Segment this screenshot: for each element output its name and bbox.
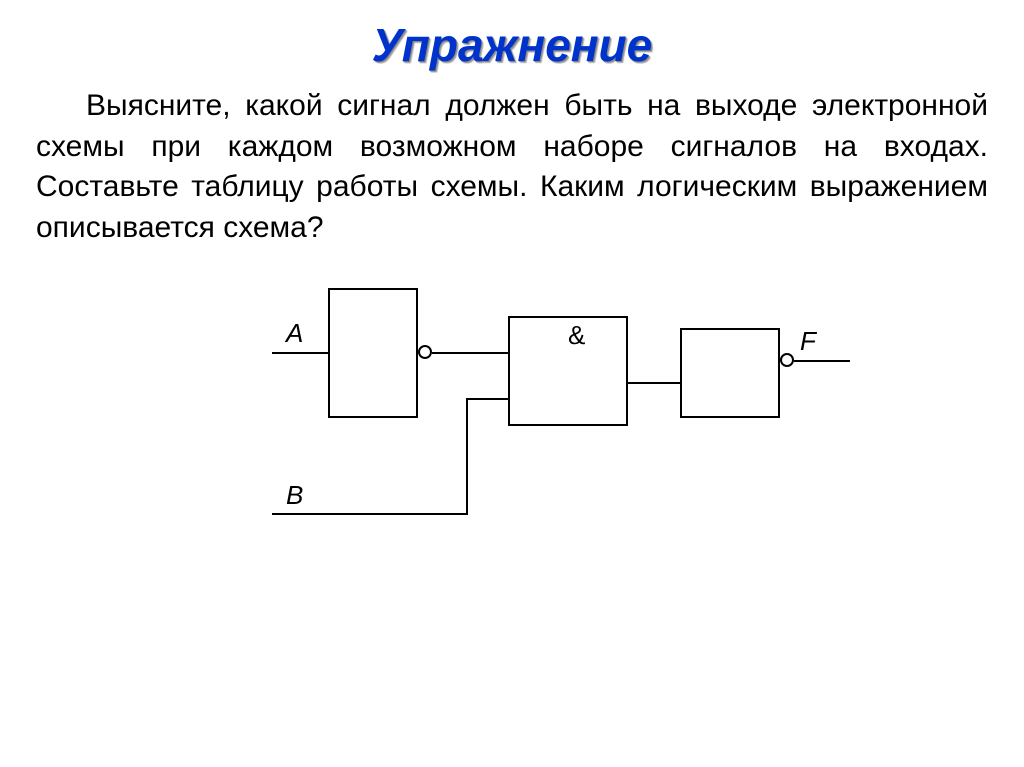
logic-circuit-diagram: A B F & <box>0 248 1024 578</box>
gate-not-1 <box>328 288 418 418</box>
label-input-b: B <box>286 480 303 511</box>
label-input-a: A <box>286 318 303 349</box>
wire-b-vertical <box>466 398 468 515</box>
wire-not1-to-and <box>432 352 508 354</box>
page-title: Упражнение <box>0 0 1024 86</box>
wire-a-in <box>272 352 328 354</box>
bubble-not1 <box>418 345 432 359</box>
gate-not-2 <box>680 328 780 418</box>
bubble-not2 <box>780 353 794 367</box>
wire-and-to-not2 <box>628 382 680 384</box>
label-output-f: F <box>800 326 816 357</box>
wire-b-to-and <box>466 398 508 400</box>
exercise-text: Выясните, какой сигнал должен быть на вы… <box>0 86 1024 248</box>
wire-b-horizontal <box>272 513 468 515</box>
wire-f-out <box>794 360 850 362</box>
label-and-symbol: & <box>568 320 585 351</box>
